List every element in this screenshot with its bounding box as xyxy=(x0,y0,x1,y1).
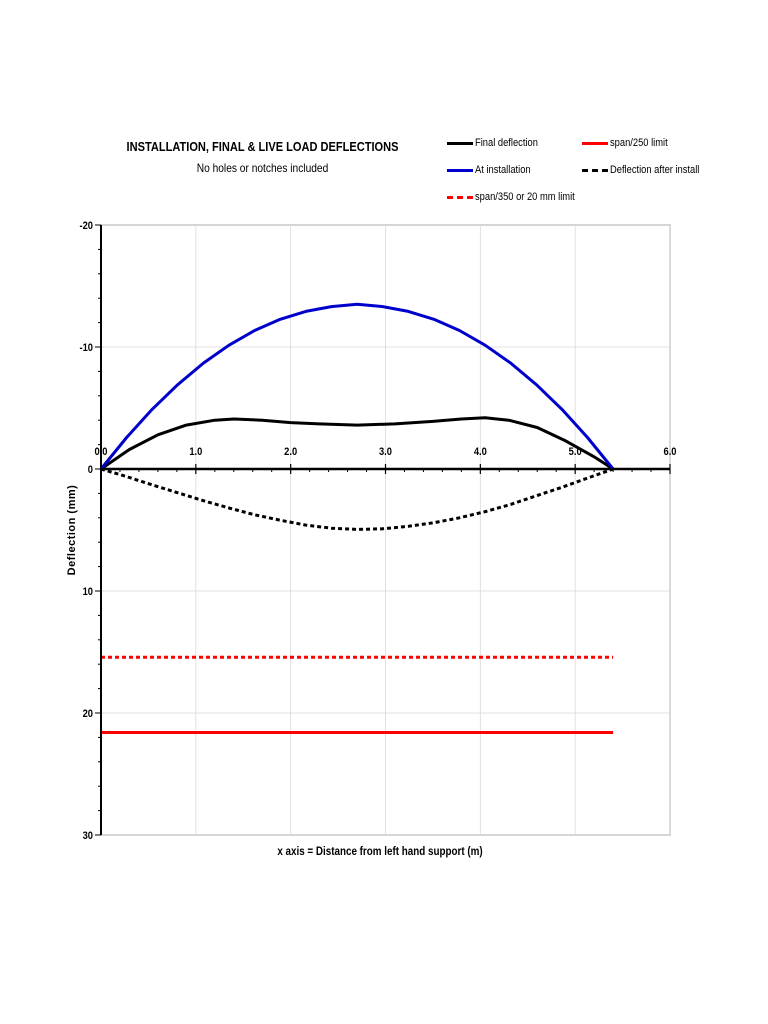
legend-item-deflection-after-install: Deflection after install xyxy=(582,162,715,178)
x-tick-label: 6.0 xyxy=(664,446,677,458)
chart-title: INSTALLATION, FINAL & LIVE LOAD DEFLECTI… xyxy=(126,139,399,154)
x-tick-label: 2.0 xyxy=(284,446,297,458)
legend-label-at-installation: At installation xyxy=(475,164,531,176)
legend-label-deflection-after-install: Deflection after install xyxy=(610,164,700,176)
series-layer xyxy=(99,302,615,734)
legend-label-final-deflection: Final deflection xyxy=(475,137,538,149)
y-tick-label: -10 xyxy=(80,342,94,354)
legend-item-span-250-limit: span/250 limit xyxy=(582,135,678,151)
series-line-deflection-after-install xyxy=(100,467,614,531)
legend-item-span-350-limit: span/350 or 20 mm limit xyxy=(447,189,592,205)
legend-item-at-installation: At installation xyxy=(447,162,540,178)
y-axis-label: Deflection (mm) xyxy=(66,484,78,576)
legend-label-span-250-limit: span/250 limit xyxy=(610,137,668,149)
x-axis-label: x axis = Distance from left hand support… xyxy=(277,844,483,858)
legend-swatch-at-installation xyxy=(447,168,473,172)
chart-subtitle: No holes or notches included xyxy=(196,161,329,175)
legend-swatch-final-deflection xyxy=(447,141,473,145)
y-tick-label: -20 xyxy=(80,220,94,232)
x-tick-label: 3.0 xyxy=(379,446,392,458)
x-tick-label: 1.0 xyxy=(189,446,202,458)
legend-swatch-span-350-limit xyxy=(447,195,473,199)
axis-layer: -20 -10 0 10 20 30 0.0 1.0 2.0 3.0 4.0 5.0 6.0 xyxy=(80,220,677,842)
series-line-final-deflection xyxy=(100,416,614,471)
series-line-at-installation xyxy=(99,302,615,470)
y-tick-label: 0 xyxy=(88,464,93,476)
x-tick-label: 0.0 xyxy=(95,446,108,458)
x-tick-label: 5.0 xyxy=(569,446,582,458)
legend-swatch-span-250-limit xyxy=(582,141,608,145)
legend-swatch-deflection-after-install xyxy=(582,168,608,172)
legend-label-span-350-limit: span/350 or 20 mm limit xyxy=(475,191,575,203)
y-tick-label: 10 xyxy=(83,586,94,598)
y-tick-label: 20 xyxy=(83,708,94,720)
grid-layer xyxy=(100,224,671,836)
x-tick-label: 4.0 xyxy=(474,446,487,458)
legend-item-final-deflection: Final deflection xyxy=(447,135,549,151)
y-tick-label: 30 xyxy=(83,830,94,842)
